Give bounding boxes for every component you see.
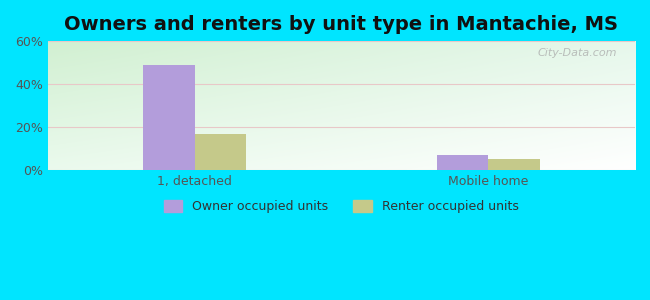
Legend: Owner occupied units, Renter occupied units: Owner occupied units, Renter occupied un…	[159, 195, 524, 218]
Bar	[143, 65, 194, 170]
Bar	[194, 134, 246, 170]
Title: Owners and renters by unit type in Mantachie, MS: Owners and renters by unit type in Manta…	[64, 15, 618, 34]
Bar	[437, 155, 488, 170]
Bar	[488, 160, 540, 170]
Text: City-Data.com: City-Data.com	[538, 48, 617, 58]
